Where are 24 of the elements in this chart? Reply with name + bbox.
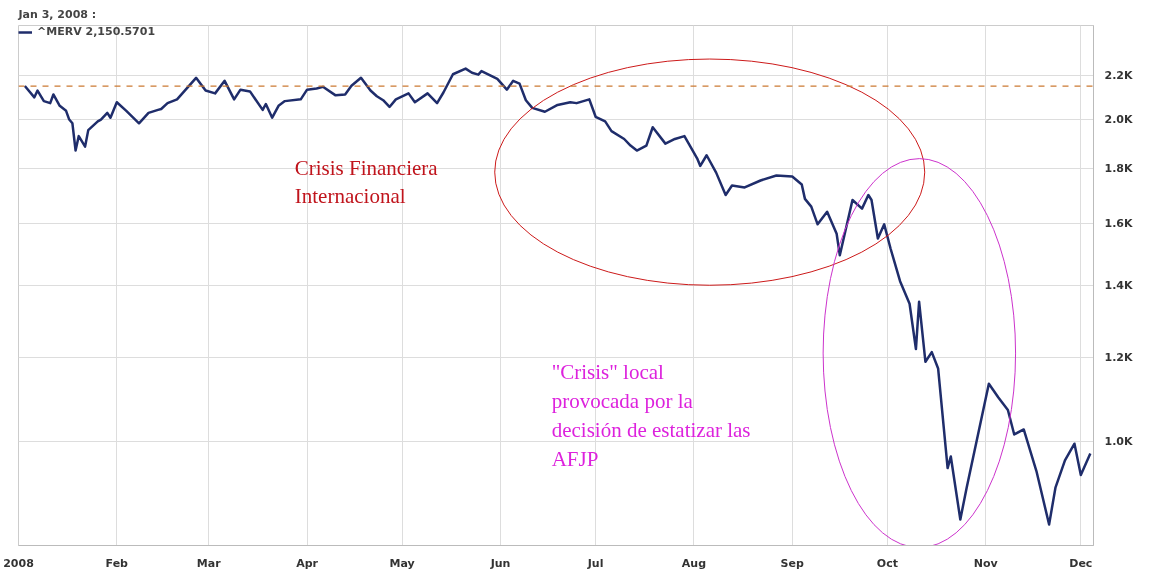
y-tick-label: 1.8K bbox=[1104, 162, 1133, 176]
x-tick-label: Sep bbox=[780, 556, 804, 570]
x-tick-label: Oct bbox=[876, 556, 898, 570]
x-tick-label: 2008 bbox=[3, 556, 34, 570]
x-tick-label: Jun bbox=[489, 556, 511, 570]
annotation: Crisis Financiera Internacional bbox=[294, 155, 439, 209]
x-tick-label: Mar bbox=[196, 556, 222, 570]
y-tick-label: 1.4K bbox=[1104, 279, 1133, 292]
x-tick-label: Aug bbox=[681, 556, 707, 570]
y-tick-label: 2.2K bbox=[1104, 69, 1133, 83]
annotation: "Crisis" local provocada por la decisión de estatizar las AFJP bbox=[551, 360, 751, 471]
x-tick-label: Dec bbox=[1069, 556, 1093, 570]
legend-label: ^MERV 2,150.5701 bbox=[37, 25, 156, 38]
y-tick-label: 1.6K bbox=[1104, 216, 1133, 230]
x-tick-label: Jul bbox=[586, 556, 604, 570]
y-tick-label: 2.0K bbox=[1104, 113, 1133, 127]
y-tick-label: 1.0K bbox=[1104, 435, 1133, 449]
line-series bbox=[23, 67, 1092, 526]
y-tick-label: 1.2K bbox=[1104, 350, 1133, 364]
x-tick-label: Feb bbox=[105, 556, 129, 570]
x-tick-label: Nov bbox=[973, 556, 999, 570]
chart-title: Jan 3, 2008 : bbox=[17, 7, 97, 21]
x-tick-label: Apr bbox=[296, 556, 319, 570]
x-tick-label: May bbox=[389, 556, 415, 570]
